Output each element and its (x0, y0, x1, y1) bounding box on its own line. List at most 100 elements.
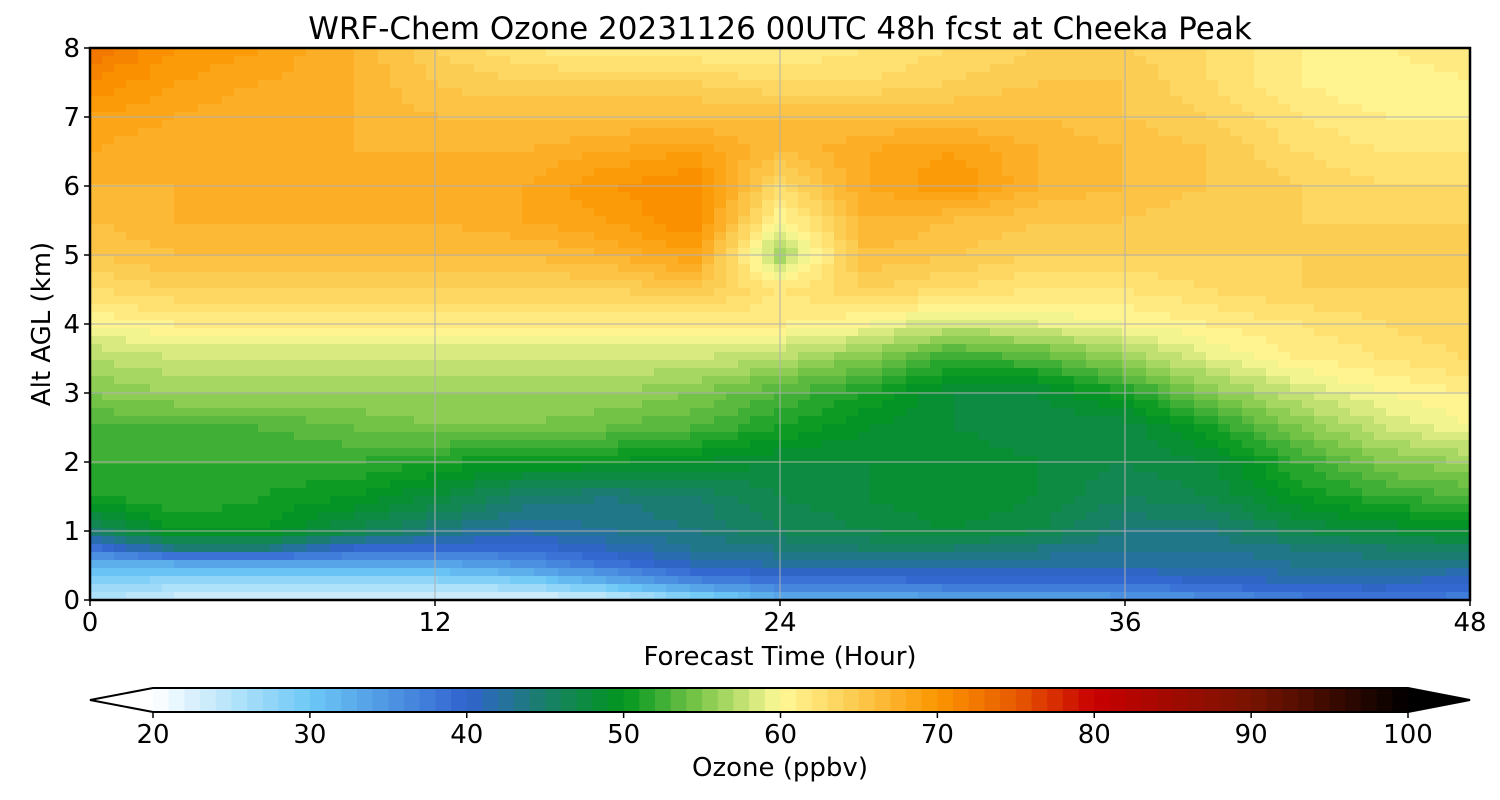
contour-cell (666, 48, 679, 57)
contour-cell (1422, 200, 1435, 209)
contour-cell (162, 168, 175, 177)
contour-cell (1422, 48, 1435, 57)
contour-cell (846, 352, 859, 361)
contour-cell (426, 216, 439, 225)
contour-cell (798, 72, 811, 81)
contour-cell (126, 336, 139, 345)
contour-cell (798, 224, 811, 233)
contour-cell (102, 152, 115, 161)
contour-cell (642, 216, 655, 225)
contour-cell (330, 368, 343, 377)
contour-cell (618, 80, 631, 89)
contour-cell (1098, 328, 1111, 337)
contour-cell (606, 88, 619, 97)
contour-cell (1398, 64, 1411, 73)
contour-cell (378, 256, 391, 265)
contour-cell (1254, 56, 1267, 65)
contour-cell (834, 168, 847, 177)
contour-cell (906, 128, 919, 137)
contour-cell (690, 232, 703, 241)
contour-cell (402, 136, 415, 145)
contour-cell (942, 352, 955, 361)
contour-cell (1254, 312, 1267, 321)
contour-cell (594, 72, 607, 81)
contour-cell (402, 80, 415, 89)
contour-cell (1326, 144, 1339, 153)
contour-cell (1278, 152, 1291, 161)
contour-cell (870, 184, 883, 193)
contour-cell (318, 176, 331, 185)
contour-cell (822, 232, 835, 241)
contour-cell (1014, 176, 1027, 185)
contour-cell (1290, 56, 1303, 65)
contour-cell (1122, 64, 1135, 73)
contour-cell (1290, 232, 1303, 241)
contour-cell (102, 336, 115, 345)
contour-cell (1434, 336, 1447, 345)
contour-cell (1194, 136, 1207, 145)
contour-cell (1014, 376, 1027, 385)
contour-cell (1014, 104, 1027, 113)
contour-cell (1230, 248, 1243, 257)
contour-cell (810, 152, 823, 161)
contour-cell (1146, 224, 1159, 233)
contour-cell (1314, 168, 1327, 177)
contour-cell (294, 112, 307, 121)
contour-cell (1410, 232, 1423, 241)
contour-cell (1242, 312, 1255, 321)
contour-cell (102, 48, 115, 57)
contour-cell (258, 296, 271, 305)
contour-cell (558, 160, 571, 169)
contour-cell (858, 168, 871, 177)
contour-cell (1422, 88, 1435, 97)
contour-cell (606, 64, 619, 73)
contour-cell (750, 352, 763, 361)
contour-cell (870, 264, 883, 273)
contour-cell (498, 120, 511, 129)
contour-cell (654, 352, 667, 361)
contour-cell (1014, 240, 1027, 249)
contour-cell (798, 280, 811, 289)
contour-cell (666, 192, 679, 201)
contour-cell (1362, 120, 1375, 129)
contour-cell (402, 272, 415, 281)
contour-cell (1158, 152, 1171, 161)
contour-cell (1074, 376, 1087, 385)
contour-cell (810, 200, 823, 209)
contour-cell (1074, 56, 1087, 65)
contour-cell (558, 232, 571, 241)
contour-cell (1326, 88, 1339, 97)
contour-cell (378, 376, 391, 385)
contour-cell (342, 392, 355, 401)
contour-cell (186, 256, 199, 265)
contour-cell (594, 88, 607, 97)
contour-cell (270, 392, 283, 401)
contour-cell (258, 48, 271, 57)
contour-cell (1434, 200, 1447, 209)
contour-cell (846, 184, 859, 193)
contour-cell (558, 352, 571, 361)
contour-cell (282, 376, 295, 385)
contour-cell (894, 280, 907, 289)
contour-cell (1278, 88, 1291, 97)
contour-cell (258, 96, 271, 105)
contour-cell (1398, 288, 1411, 297)
contour-cell (1302, 48, 1315, 57)
contour-cell (1194, 280, 1207, 289)
contour-cell (618, 360, 631, 369)
contour-cell (894, 56, 907, 65)
contour-cell (270, 264, 283, 273)
contour-cell (306, 360, 319, 369)
contour-cell (1326, 192, 1339, 201)
contour-cell (702, 280, 715, 289)
contour-cell (630, 304, 643, 313)
contour-cell (366, 240, 379, 249)
contour-cell (1146, 160, 1159, 169)
contour-cell (186, 224, 199, 233)
contour-cell (282, 344, 295, 353)
contour-cell (714, 312, 727, 321)
contour-cell (558, 112, 571, 121)
contour-cell (378, 280, 391, 289)
contour-cell (222, 232, 235, 241)
contour-cell (126, 392, 139, 401)
